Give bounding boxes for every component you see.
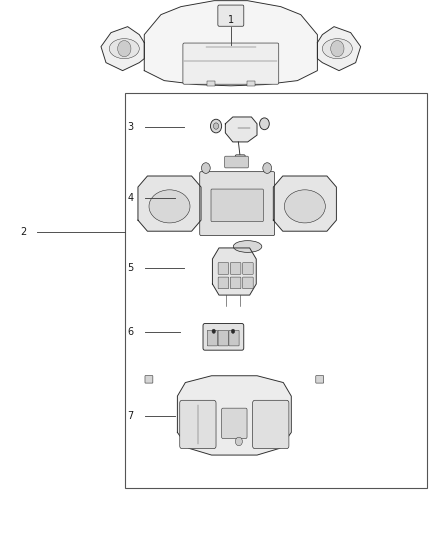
FancyBboxPatch shape bbox=[316, 376, 324, 383]
Text: 2: 2 bbox=[20, 227, 26, 237]
Ellipse shape bbox=[110, 39, 139, 59]
FancyBboxPatch shape bbox=[211, 189, 263, 222]
Polygon shape bbox=[226, 117, 257, 142]
Polygon shape bbox=[101, 27, 144, 70]
Ellipse shape bbox=[284, 190, 325, 223]
Circle shape bbox=[260, 118, 269, 130]
Circle shape bbox=[201, 163, 210, 173]
Circle shape bbox=[231, 329, 235, 334]
FancyBboxPatch shape bbox=[183, 43, 279, 84]
Ellipse shape bbox=[149, 190, 190, 223]
Circle shape bbox=[213, 123, 219, 129]
Polygon shape bbox=[212, 248, 256, 295]
FancyBboxPatch shape bbox=[230, 277, 241, 289]
Circle shape bbox=[263, 163, 272, 173]
Text: 7: 7 bbox=[127, 411, 134, 421]
FancyBboxPatch shape bbox=[207, 330, 218, 346]
FancyBboxPatch shape bbox=[218, 5, 244, 26]
Circle shape bbox=[118, 41, 131, 56]
FancyBboxPatch shape bbox=[222, 408, 247, 439]
Ellipse shape bbox=[322, 39, 352, 59]
Polygon shape bbox=[273, 176, 336, 231]
Ellipse shape bbox=[233, 241, 262, 253]
FancyBboxPatch shape bbox=[180, 400, 216, 449]
FancyBboxPatch shape bbox=[200, 172, 275, 236]
Text: 6: 6 bbox=[127, 327, 134, 336]
FancyBboxPatch shape bbox=[253, 400, 289, 449]
Text: 3: 3 bbox=[127, 122, 134, 132]
Circle shape bbox=[235, 437, 242, 446]
Bar bbox=[247, 81, 255, 86]
FancyBboxPatch shape bbox=[218, 277, 229, 289]
FancyBboxPatch shape bbox=[235, 155, 245, 166]
Circle shape bbox=[211, 119, 222, 133]
Text: 1: 1 bbox=[228, 14, 234, 25]
FancyBboxPatch shape bbox=[225, 156, 248, 168]
FancyBboxPatch shape bbox=[203, 324, 244, 350]
Bar bbox=[207, 81, 215, 86]
Polygon shape bbox=[144, 1, 318, 86]
Circle shape bbox=[212, 329, 215, 334]
Polygon shape bbox=[177, 376, 291, 455]
FancyBboxPatch shape bbox=[218, 330, 228, 346]
Text: 4: 4 bbox=[127, 193, 134, 203]
FancyBboxPatch shape bbox=[230, 263, 241, 274]
FancyBboxPatch shape bbox=[229, 330, 239, 346]
FancyBboxPatch shape bbox=[218, 263, 229, 274]
Polygon shape bbox=[318, 27, 360, 70]
Bar bbox=[125, 93, 427, 488]
FancyBboxPatch shape bbox=[145, 376, 153, 383]
Circle shape bbox=[331, 41, 344, 56]
FancyBboxPatch shape bbox=[243, 263, 253, 274]
FancyBboxPatch shape bbox=[243, 277, 253, 289]
Text: 5: 5 bbox=[127, 263, 134, 272]
Polygon shape bbox=[138, 176, 201, 231]
